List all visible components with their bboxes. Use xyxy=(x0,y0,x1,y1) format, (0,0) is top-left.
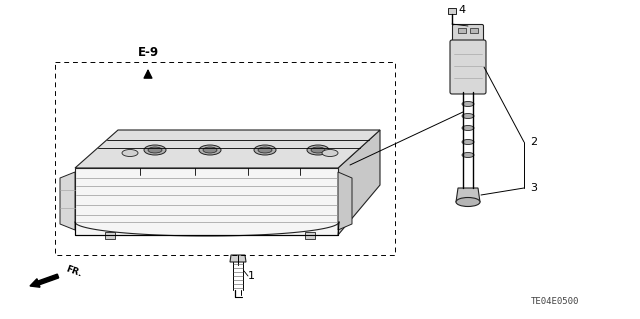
Polygon shape xyxy=(338,172,352,230)
Polygon shape xyxy=(60,172,75,230)
Text: 4: 4 xyxy=(458,5,465,15)
FancyArrow shape xyxy=(30,274,59,287)
Ellipse shape xyxy=(122,150,138,157)
Ellipse shape xyxy=(258,147,272,153)
Ellipse shape xyxy=(462,114,474,118)
Ellipse shape xyxy=(254,145,276,155)
Bar xyxy=(448,8,456,14)
Text: FR.: FR. xyxy=(64,264,83,278)
Bar xyxy=(105,232,115,239)
Ellipse shape xyxy=(144,145,166,155)
Text: 1: 1 xyxy=(248,271,255,281)
FancyBboxPatch shape xyxy=(452,25,483,43)
Ellipse shape xyxy=(462,139,474,145)
Ellipse shape xyxy=(322,150,338,157)
Ellipse shape xyxy=(307,145,329,155)
Polygon shape xyxy=(456,188,480,202)
Polygon shape xyxy=(75,168,338,235)
FancyBboxPatch shape xyxy=(450,40,486,94)
Text: 3: 3 xyxy=(530,183,537,193)
Polygon shape xyxy=(75,130,380,168)
Text: E-9: E-9 xyxy=(138,46,159,58)
Bar xyxy=(470,28,478,33)
Ellipse shape xyxy=(148,147,162,153)
Ellipse shape xyxy=(462,125,474,130)
Polygon shape xyxy=(230,255,246,262)
Ellipse shape xyxy=(456,197,480,206)
Ellipse shape xyxy=(311,147,325,153)
Bar xyxy=(458,28,466,33)
Ellipse shape xyxy=(462,152,474,158)
Text: TE04E0500: TE04E0500 xyxy=(531,298,579,307)
Ellipse shape xyxy=(203,147,217,153)
Bar xyxy=(305,232,315,239)
Ellipse shape xyxy=(199,145,221,155)
Ellipse shape xyxy=(462,101,474,107)
Polygon shape xyxy=(338,130,380,235)
Text: 2: 2 xyxy=(530,137,537,147)
